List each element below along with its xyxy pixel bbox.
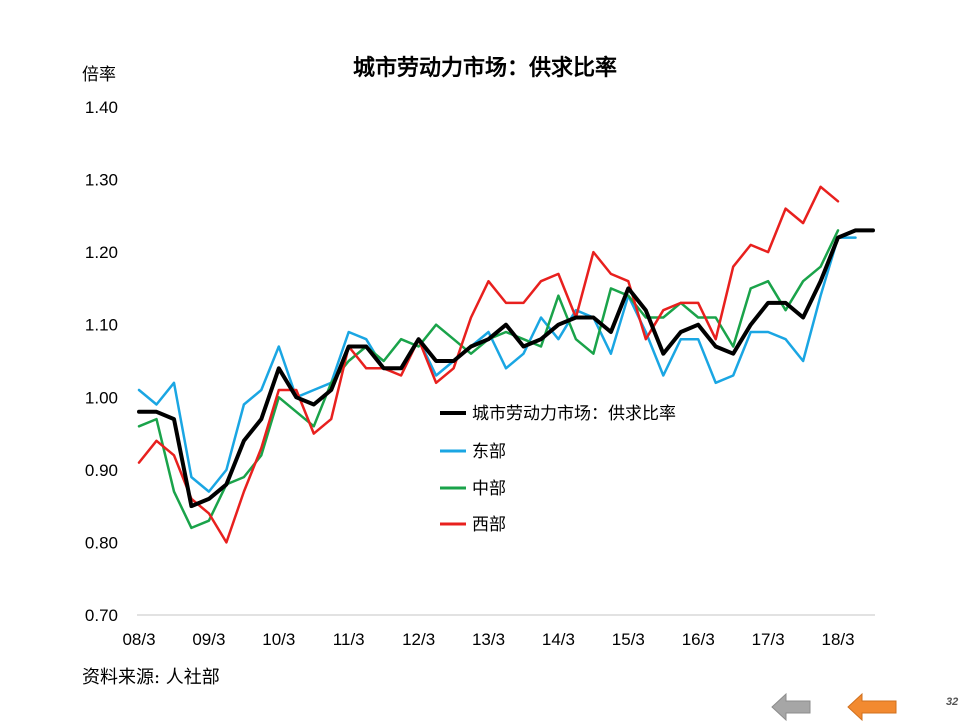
back-button[interactable]	[771, 692, 811, 722]
x-tick-label: 14/3	[542, 630, 575, 649]
y-tick-label: 1.10	[85, 316, 118, 335]
x-tick-label: 13/3	[472, 630, 505, 649]
page-number: 32	[946, 696, 958, 708]
x-tick-label: 16/3	[682, 630, 715, 649]
chart-title: 城市劳动力市场：供求比率	[353, 55, 617, 81]
x-tick-label: 17/3	[752, 630, 785, 649]
series-line-3	[137, 185, 840, 544]
x-tick-label: 10/3	[262, 630, 295, 649]
series-line-1	[137, 236, 857, 493]
arrow-left-gray-icon	[771, 692, 811, 722]
source-note: 资料来源: 人社部	[82, 667, 220, 688]
legend-label: 西部	[472, 515, 506, 535]
x-tick-label: 09/3	[192, 630, 225, 649]
x-tick-label: 18/3	[822, 630, 855, 649]
y-axis-label: 倍率	[82, 65, 116, 85]
y-tick-label: 1.00	[85, 388, 118, 407]
series-layer	[137, 185, 875, 544]
y-tick-label: 0.90	[85, 461, 118, 480]
y-tick-label: 0.80	[85, 533, 118, 552]
forward-button[interactable]	[847, 692, 897, 722]
y-tick-label: 0.70	[85, 606, 118, 625]
x-tick-label: 11/3	[333, 630, 365, 649]
x-tick-label: 15/3	[612, 630, 645, 649]
y-tick-label: 1.30	[85, 171, 118, 190]
y-tick-label: 1.20	[85, 243, 118, 262]
legend-label: 东部	[472, 442, 506, 462]
y-axis-ticks: 0.70 0.80 0.90 1.00 1.10 1.20 1.30 1.40	[85, 98, 118, 625]
legend-label: 城市劳动力市场：供求比率	[472, 404, 676, 424]
legend-label: 中部	[472, 479, 506, 499]
x-tick-label: 12/3	[402, 630, 435, 649]
arrow-left-orange-icon	[847, 692, 897, 722]
x-tick-label: 08/3	[122, 630, 155, 649]
x-axis-ticks: 08/3 09/3 10/3 11/3 12/3 13/3 14/3 15/3 16/3 17/3…	[122, 630, 854, 649]
y-tick-label: 1.40	[85, 98, 118, 117]
series-line-0	[137, 228, 875, 509]
